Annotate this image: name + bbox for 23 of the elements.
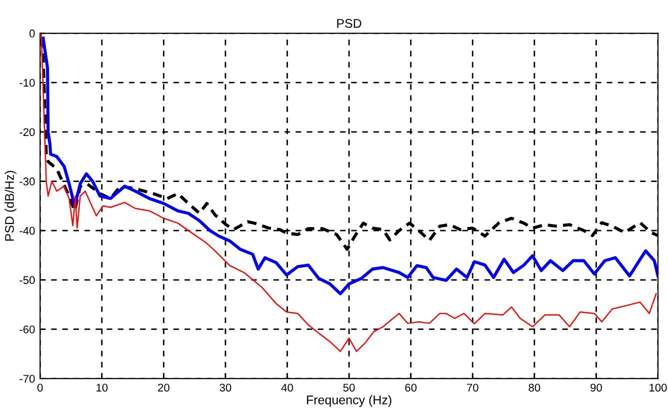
chart-title: PSD <box>337 18 362 28</box>
x-tick-label: 60 <box>405 384 417 392</box>
y-tick-label: -40 <box>20 226 35 235</box>
x-tick-label: 10 <box>96 384 108 392</box>
y-tick-label: 0 <box>29 30 35 38</box>
x-tick-label: 80 <box>528 384 540 392</box>
x-tick-label: 90 <box>590 384 602 392</box>
x-tick-label: 0 <box>37 384 43 392</box>
x-tick-label: 50 <box>343 384 355 392</box>
x-tick-label: 20 <box>158 384 170 392</box>
x-tick-label: 70 <box>467 384 478 392</box>
x-tick-label: 30 <box>220 384 232 392</box>
line-series <box>42 36 658 296</box>
x-axis-title: Frequency (Hz) <box>306 395 392 407</box>
y-tick-label: -70 <box>20 374 35 383</box>
y-tick-label: -50 <box>20 276 35 284</box>
y-tick-label: -10 <box>20 78 35 87</box>
x-tick-label: 40 <box>281 384 293 392</box>
y-tick-label: -60 <box>20 326 35 334</box>
x-tick-label: 100 <box>650 384 667 392</box>
y-tick-label: -30 <box>20 178 35 186</box>
y-tick-label: -20 <box>20 128 35 136</box>
y-axis-title: PSD (dB/Hz) <box>4 170 16 241</box>
